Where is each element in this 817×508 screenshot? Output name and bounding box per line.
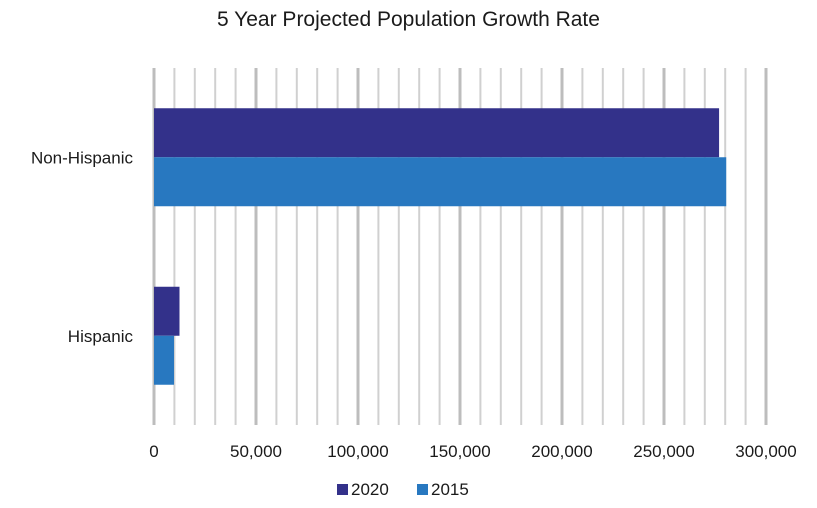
bar-2020-non-hispanic [154, 108, 720, 158]
bars [154, 108, 727, 385]
bar-2020-hispanic [154, 286, 180, 336]
legend-swatch [337, 484, 348, 495]
category-label: Hispanic [68, 327, 134, 346]
legend-label: 2020 [351, 480, 389, 499]
x-tick-label: 300,000 [735, 442, 796, 461]
x-tick-label: 200,000 [531, 442, 592, 461]
legend-swatch [417, 484, 428, 495]
category-label: Non-Hispanic [31, 148, 134, 167]
x-axis-tick-labels: 0 50,000 100,000 150,000 200,000 250,000 300,0… [149, 442, 796, 461]
chart-title: 5 Year Projected Population Growth Rate [217, 8, 600, 31]
x-tick-label: 50,000 [230, 442, 282, 461]
x-tick-label: 150,000 [429, 442, 490, 461]
legend: 2020 2015 [337, 480, 469, 499]
x-tick-label: 100,000 [327, 442, 388, 461]
x-tick-label: 0 [149, 442, 158, 461]
bar-2015-non-hispanic [154, 157, 727, 207]
x-tick-label: 250,000 [633, 442, 694, 461]
category-labels: Non-Hispanic Hispanic [31, 148, 134, 346]
bar-2015-hispanic [154, 335, 174, 385]
legend-label: 2015 [431, 480, 469, 499]
